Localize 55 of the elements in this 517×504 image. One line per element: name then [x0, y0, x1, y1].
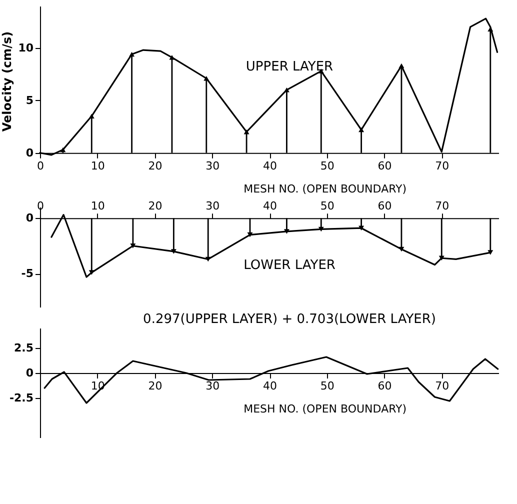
x-axis-title: MESH NO. (OPEN BOUNDARY)	[244, 182, 407, 196]
y-tick-label: 10	[18, 41, 34, 54]
point	[244, 130, 250, 134]
y-tick-label: 0	[26, 212, 34, 225]
x-tick-label: 10	[90, 200, 105, 213]
x-tick-label: 0	[37, 159, 44, 172]
x-tick-label: 60	[378, 380, 392, 392]
y-axis-title: Velocity (cm/s)	[0, 31, 14, 132]
x-tick-label: 40	[263, 380, 277, 392]
point	[130, 244, 136, 248]
x-tick-label: 30	[206, 159, 220, 172]
x-tick-label: 70	[435, 200, 450, 213]
point	[398, 246, 404, 252]
y-tick-label: 5	[26, 94, 34, 107]
point	[170, 249, 176, 254]
point	[88, 114, 94, 119]
point	[205, 256, 211, 262]
point	[358, 226, 364, 230]
x-tick-label: 60	[378, 159, 392, 172]
x-tick-label: 70	[435, 380, 450, 392]
point	[488, 250, 494, 255]
x-axis-title: MESH NO. (OPEN BOUNDARY)	[244, 402, 407, 416]
y-tick-label: 0	[26, 366, 34, 380]
x-tick-label: 50	[320, 380, 334, 392]
point	[129, 52, 135, 57]
line-series	[44, 356, 499, 404]
x-tick-label: 20	[148, 159, 162, 172]
x-tick-label: 20	[148, 380, 162, 392]
x-tick-label: 50	[320, 159, 334, 172]
x-tick-label: 70	[435, 159, 450, 172]
point	[358, 127, 364, 132]
x-tick-label: 20	[148, 200, 162, 213]
point	[169, 55, 175, 60]
point	[438, 256, 444, 260]
point	[284, 229, 290, 234]
point	[60, 147, 66, 152]
x-tick-label: 40	[263, 200, 277, 213]
y-tick-label: -5	[21, 267, 34, 280]
point	[318, 226, 324, 232]
x-tick-label: 40	[263, 159, 277, 172]
x-tick-label: 10	[90, 159, 105, 172]
point	[204, 76, 210, 81]
point	[88, 270, 94, 275]
x-tick-label: 60	[378, 200, 392, 213]
y-tick-label: 2.5	[14, 342, 34, 354]
point	[398, 63, 404, 68]
text: LOWER LAYER	[244, 258, 336, 274]
x-tick-label: 30	[206, 200, 220, 213]
text: UPPER LAYER	[246, 60, 334, 74]
y-tick-label: -2.5	[9, 392, 34, 404]
x-tick-label: 50	[320, 200, 334, 213]
chart-title: 0.297(UPPER LAYER) + 0.703(LOWER LAYER)	[143, 312, 436, 327]
y-tick-label: 0	[26, 146, 34, 160]
point	[247, 232, 253, 238]
x-tick-label: 30	[206, 380, 220, 392]
